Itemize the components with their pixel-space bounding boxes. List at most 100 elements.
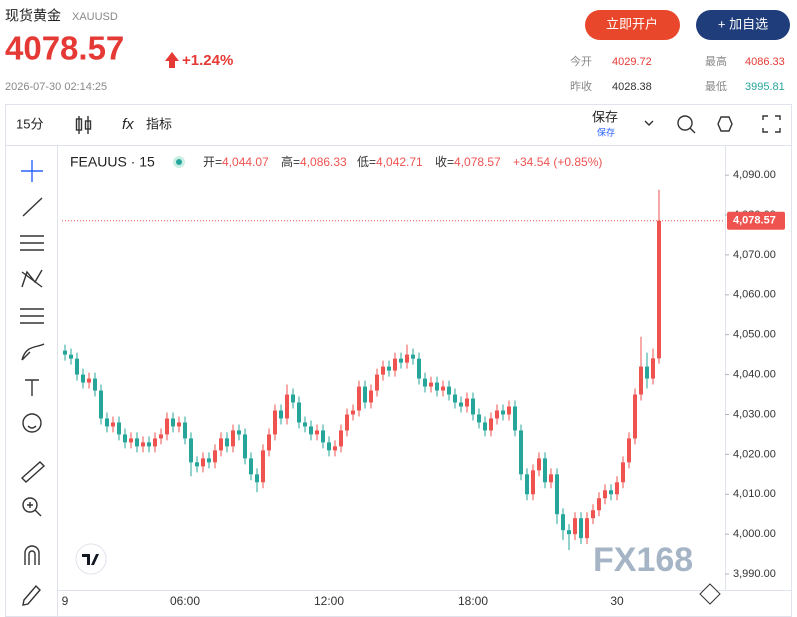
candle-body: [75, 358, 79, 375]
candle-body: [261, 450, 265, 483]
save-button[interactable]: 保存: [592, 109, 618, 124]
save-sub: 保存: [597, 126, 615, 137]
candle-body: [321, 430, 325, 443]
indicators-button[interactable]: 指标: [146, 116, 172, 131]
open-account-button[interactable]: [585, 10, 680, 40]
prediction-tool[interactable]: [20, 308, 44, 324]
ohlc-item: 收=4,078.57: [435, 155, 501, 169]
candle-body: [549, 474, 553, 483]
text-tool[interactable]: [25, 379, 39, 396]
candle-body: [483, 422, 487, 431]
ruler-tool[interactable]: [20, 461, 46, 483]
candle-body: [435, 382, 439, 391]
ohlc-change: +34.54 (+0.85%): [513, 155, 602, 169]
brush-tool[interactable]: [21, 343, 45, 361]
candle-body: [381, 366, 385, 375]
candle-body: [411, 354, 415, 359]
plot-area: 3,990.00 4,000.00 4,010.00 4,020.00 4,030.00…: [62, 169, 785, 608]
emoji-tool[interactable]: [22, 413, 42, 433]
x-tick-label: 12:00: [314, 594, 344, 608]
candle-body: [609, 490, 613, 495]
ohlc-value: 4,078.57: [454, 155, 501, 169]
candle-body: [357, 386, 361, 411]
candle-body: [297, 402, 301, 423]
candle-body: [123, 434, 127, 443]
candle-body: [189, 438, 193, 463]
open-account-label: 立即开户: [606, 16, 658, 31]
add-watch-button[interactable]: [696, 10, 790, 40]
candle-body: [153, 438, 157, 447]
candle-body: [117, 422, 121, 435]
chevron[interactable]: [644, 120, 654, 126]
candle-body: [63, 350, 67, 355]
candle-body: [201, 458, 205, 467]
candle-body: [351, 410, 355, 415]
ohlc-item: 高=4,086.33: [281, 154, 347, 169]
candle-body: [621, 462, 625, 483]
candle-body: [441, 386, 445, 391]
alert-button[interactable]: [677, 115, 696, 134]
ohlc-label: 高=: [281, 154, 300, 169]
candle-body: [453, 394, 457, 403]
candle-type-button[interactable]: [75, 116, 92, 134]
stat-value: 4029.72: [612, 56, 652, 68]
candle-body: [267, 434, 271, 451]
candle-body: [537, 458, 541, 471]
fullscreen-button[interactable]: [762, 115, 781, 133]
settings-button[interactable]: [717, 116, 733, 132]
timestamp: 2026-07-30 02:14:25: [5, 81, 107, 93]
instrument-symbol: XAUUSD: [72, 11, 118, 23]
lock-tool[interactable]: [22, 584, 41, 606]
candle-body: [573, 518, 577, 535]
candle-body: [207, 458, 211, 463]
instrument-name: 现货黄金: [5, 8, 61, 24]
candle-body: [111, 422, 115, 427]
pattern-tool[interactable]: [21, 269, 43, 288]
y-tick-label: 4,040.00: [733, 368, 776, 380]
y-tick-label: 3,990.00: [733, 568, 776, 580]
candle-body: [171, 418, 175, 427]
ohlc-label: 开=: [203, 155, 222, 169]
stat-label: 昨收: [570, 79, 592, 93]
candle-body: [471, 398, 475, 415]
last-price-label: 4,078.57: [733, 215, 776, 227]
candle-body: [543, 458, 547, 483]
ohlc-value: 4,086.33: [300, 155, 347, 169]
fib-tool[interactable]: [20, 235, 44, 251]
candle-body: [645, 366, 649, 379]
candle-body: [147, 442, 151, 447]
x-tick-label: 18:00: [458, 594, 488, 608]
crosshair-tool[interactable]: [21, 160, 43, 182]
candle-body: [99, 390, 103, 419]
candle-body: [249, 458, 253, 475]
candle-body: [333, 446, 337, 451]
y-tick-label: 4,090.00: [733, 169, 776, 181]
candle-body: [141, 442, 145, 447]
candle-body: [639, 366, 643, 395]
current-price: 4078.57: [5, 30, 124, 67]
chart-panel: [5, 104, 792, 617]
magnet-tool[interactable]: [24, 545, 40, 565]
candle-body: [237, 430, 241, 435]
interval-button[interactable]: 15分: [16, 116, 43, 131]
trendline-tool[interactable]: [22, 197, 43, 217]
candle-body: [213, 450, 217, 463]
candle-body: [165, 418, 169, 435]
candle-body: [561, 514, 565, 531]
candle-body: [465, 398, 469, 407]
candle-body: [393, 358, 397, 371]
candle-body: [423, 378, 427, 387]
candle-body: [369, 390, 373, 403]
x-tick-label: 30: [610, 594, 624, 608]
candle-body: [129, 438, 133, 443]
stat-label: 最高: [705, 54, 727, 68]
candle-body: [93, 378, 97, 391]
candle-body: [429, 382, 433, 387]
stat-value: 4028.38: [612, 81, 652, 93]
candle-body: [309, 426, 313, 435]
stat-label: 最低: [705, 80, 727, 93]
candle-body: [447, 386, 451, 395]
zoom-tool[interactable]: [22, 497, 42, 517]
last-price-tag: [727, 211, 785, 230]
